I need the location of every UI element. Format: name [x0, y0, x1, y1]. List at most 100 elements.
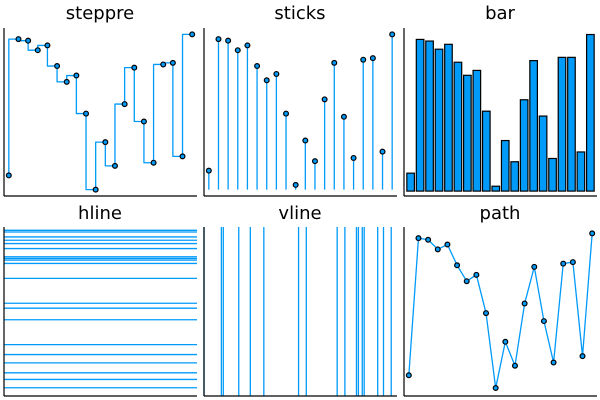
data-point	[425, 236, 432, 243]
panel-title-hline: hline	[78, 203, 122, 224]
bar	[576, 151, 586, 192]
data-point	[111, 162, 118, 169]
data-point	[140, 118, 147, 125]
data-point	[311, 158, 318, 165]
data-point	[589, 230, 596, 237]
bar	[557, 56, 567, 192]
data-point	[483, 310, 490, 317]
plot-area-hline	[3, 227, 197, 397]
data-point	[273, 70, 280, 77]
data-point	[379, 148, 386, 155]
panel-bar: bar	[403, 3, 597, 197]
data-point	[405, 372, 412, 379]
data-point	[463, 278, 470, 285]
data-point	[179, 153, 186, 160]
bar	[538, 115, 548, 192]
bar	[491, 185, 501, 192]
data-point	[92, 186, 99, 193]
panel-hline: hline	[3, 203, 197, 397]
panel-title-steppre: steppre	[66, 3, 134, 24]
plot-area-sticks	[203, 28, 397, 197]
data-point	[169, 59, 176, 66]
bar	[415, 38, 425, 192]
data-point	[531, 263, 538, 270]
panel-vline: vline	[203, 203, 397, 397]
data-point	[340, 113, 347, 120]
data-point	[415, 235, 422, 242]
data-point	[283, 110, 290, 117]
bar	[463, 74, 472, 192]
panel-path: path	[403, 203, 597, 397]
data-point	[350, 154, 357, 161]
panel-title-vline: vline	[278, 203, 321, 224]
bar	[444, 43, 453, 192]
data-point	[369, 55, 376, 62]
data-point	[63, 78, 70, 85]
bar	[548, 157, 557, 192]
bar	[406, 172, 416, 192]
data-point	[234, 47, 241, 54]
data-point	[331, 59, 338, 66]
panel-steppre: steppre	[3, 3, 197, 197]
bar	[585, 33, 595, 192]
panel-title-bar: bar	[485, 3, 515, 24]
data-point	[502, 338, 509, 345]
series-line	[408, 233, 593, 389]
data-point	[131, 64, 138, 71]
plot-area-bar	[403, 28, 597, 197]
data-point	[215, 36, 222, 43]
data-point	[550, 359, 557, 366]
data-point	[121, 101, 128, 108]
data-point	[73, 72, 80, 79]
data-point	[5, 172, 12, 179]
data-point	[160, 61, 167, 68]
data-point	[569, 259, 576, 266]
bar	[567, 56, 576, 192]
data-point	[560, 260, 567, 267]
panel-title-sticks: sticks	[274, 3, 325, 24]
data-point	[492, 385, 499, 392]
data-point	[263, 77, 270, 84]
data-point	[389, 31, 396, 38]
bar	[529, 60, 538, 192]
data-point	[292, 181, 299, 188]
plot-area-path	[403, 227, 597, 397]
data-point	[321, 96, 328, 103]
data-point	[15, 36, 22, 43]
bar	[434, 48, 444, 192]
data-point	[444, 241, 451, 248]
plot-area-steppre	[3, 28, 197, 197]
data-point	[25, 37, 32, 44]
data-point	[454, 262, 461, 269]
data-point	[225, 37, 232, 44]
data-point	[54, 63, 61, 70]
data-point	[244, 42, 251, 49]
bar	[510, 161, 520, 192]
data-point	[83, 110, 90, 117]
bar	[481, 110, 491, 192]
bar	[425, 40, 434, 192]
panel-title-path: path	[480, 203, 521, 224]
data-point	[540, 318, 547, 325]
data-point	[511, 362, 518, 369]
bar	[472, 69, 482, 192]
data-point	[360, 56, 367, 63]
data-point	[205, 167, 212, 174]
data-point	[150, 159, 157, 166]
data-point	[102, 139, 109, 146]
data-point	[34, 47, 41, 54]
series-line	[8, 33, 193, 191]
data-point	[473, 271, 480, 278]
bar	[519, 99, 529, 192]
plot-area-vline	[203, 227, 397, 397]
data-point	[579, 353, 586, 360]
data-point	[189, 31, 196, 38]
data-point	[44, 42, 51, 49]
panel-sticks: sticks	[203, 3, 397, 197]
data-point	[254, 63, 261, 70]
bar	[453, 61, 463, 192]
data-point	[302, 137, 309, 144]
data-point	[434, 246, 441, 253]
bar	[500, 139, 510, 192]
